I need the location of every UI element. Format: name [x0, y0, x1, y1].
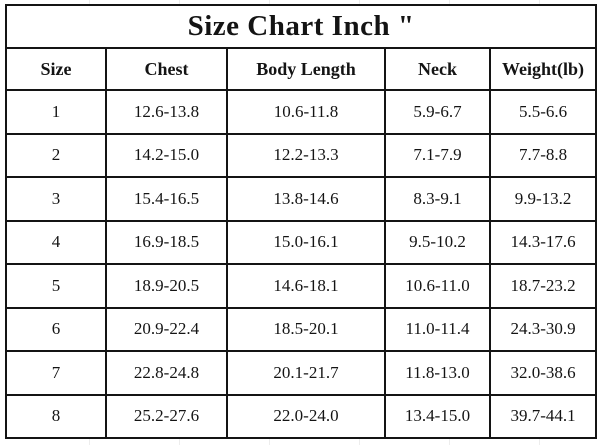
range-cell: 5.5-6.6 — [488, 89, 598, 135]
size-cell: 6 — [5, 306, 107, 352]
table-title-row: Size Chart Inch " — [4, 4, 598, 49]
range-cell: 12.2-13.3 — [226, 132, 386, 178]
range-cell: 7.1-7.9 — [384, 132, 491, 178]
table-row: 2 14.2-15.0 12.2-13.3 7.1-7.9 7.7-8.8 — [5, 132, 598, 178]
table-body: 1 12.6-13.8 10.6-11.8 5.9-6.7 5.5-6.6 2 14.2-1… — [5, 89, 598, 439]
table-title: Size Chart Inch " — [4, 4, 598, 49]
range-cell: 12.6-13.8 — [105, 89, 228, 135]
table-row: 6 20.9-22.4 18.5-20.1 11.0-11.4 24.3-30.9 — [5, 306, 598, 352]
range-cell: 5.9-6.7 — [384, 89, 491, 135]
column-header-neck: Neck — [384, 47, 491, 91]
range-cell: 13.8-14.6 — [226, 176, 386, 222]
range-cell: 13.4-15.0 — [384, 393, 491, 439]
range-cell: 10.6-11.0 — [384, 263, 491, 309]
size-cell: 4 — [5, 219, 107, 265]
range-cell: 8.3-9.1 — [384, 176, 491, 222]
range-cell: 11.0-11.4 — [384, 306, 491, 352]
size-chart-table: Size Chart Inch " Size Chest Body Length Ne… — [4, 4, 598, 439]
size-cell: 2 — [5, 132, 107, 178]
range-cell: 14.6-18.1 — [226, 263, 386, 309]
table-row: 8 25.2-27.6 22.0-24.0 13.4-15.0 39.7-44.1 — [5, 393, 598, 439]
range-cell: 25.2-27.6 — [105, 393, 228, 439]
size-cell: 1 — [5, 89, 107, 135]
column-header-weight-lb: Weight(lb) — [488, 47, 598, 91]
table-row: 3 15.4-16.5 13.8-14.6 8.3-9.1 9.9-13.2 — [5, 176, 598, 222]
range-cell: 15.4-16.5 — [105, 176, 228, 222]
table-row: 7 22.8-24.8 20.1-21.7 11.8-13.0 32.0-38.6 — [5, 350, 598, 396]
range-cell: 22.0-24.0 — [226, 393, 386, 439]
range-cell: 9.5-10.2 — [384, 219, 491, 265]
column-header-body-length: Body Length — [226, 47, 386, 91]
range-cell: 18.5-20.1 — [226, 306, 386, 352]
range-cell: 20.1-21.7 — [226, 350, 386, 396]
column-header-size: Size — [5, 47, 107, 91]
range-cell: 24.3-30.9 — [488, 306, 598, 352]
size-cell: 3 — [5, 176, 107, 222]
range-cell: 22.8-24.8 — [105, 350, 228, 396]
range-cell: 20.9-22.4 — [105, 306, 228, 352]
size-cell: 8 — [5, 393, 107, 439]
range-cell: 14.3-17.6 — [488, 219, 598, 265]
range-cell: 32.0-38.6 — [488, 350, 598, 396]
table-row: 5 18.9-20.5 14.6-18.1 10.6-11.0 18.7-23.2 — [5, 263, 598, 309]
range-cell: 18.9-20.5 — [105, 263, 228, 309]
range-cell: 15.0-16.1 — [226, 219, 386, 265]
column-header-chest: Chest — [105, 47, 228, 91]
range-cell: 9.9-13.2 — [488, 176, 598, 222]
range-cell: 10.6-11.8 — [226, 89, 386, 135]
size-cell: 7 — [5, 350, 107, 396]
table-row: 1 12.6-13.8 10.6-11.8 5.9-6.7 5.5-6.6 — [5, 89, 598, 135]
range-cell: 11.8-13.0 — [384, 350, 491, 396]
range-cell: 7.7-8.8 — [488, 132, 598, 178]
range-cell: 18.7-23.2 — [488, 263, 598, 309]
range-cell: 39.7-44.1 — [488, 393, 598, 439]
range-cell: 16.9-18.5 — [105, 219, 228, 265]
range-cell: 14.2-15.0 — [105, 132, 228, 178]
table-header-row: Size Chest Body Length Neck Weight(lb) — [5, 47, 598, 91]
size-cell: 5 — [5, 263, 107, 309]
table-row: 4 16.9-18.5 15.0-16.1 9.5-10.2 14.3-17.6 — [5, 219, 598, 265]
